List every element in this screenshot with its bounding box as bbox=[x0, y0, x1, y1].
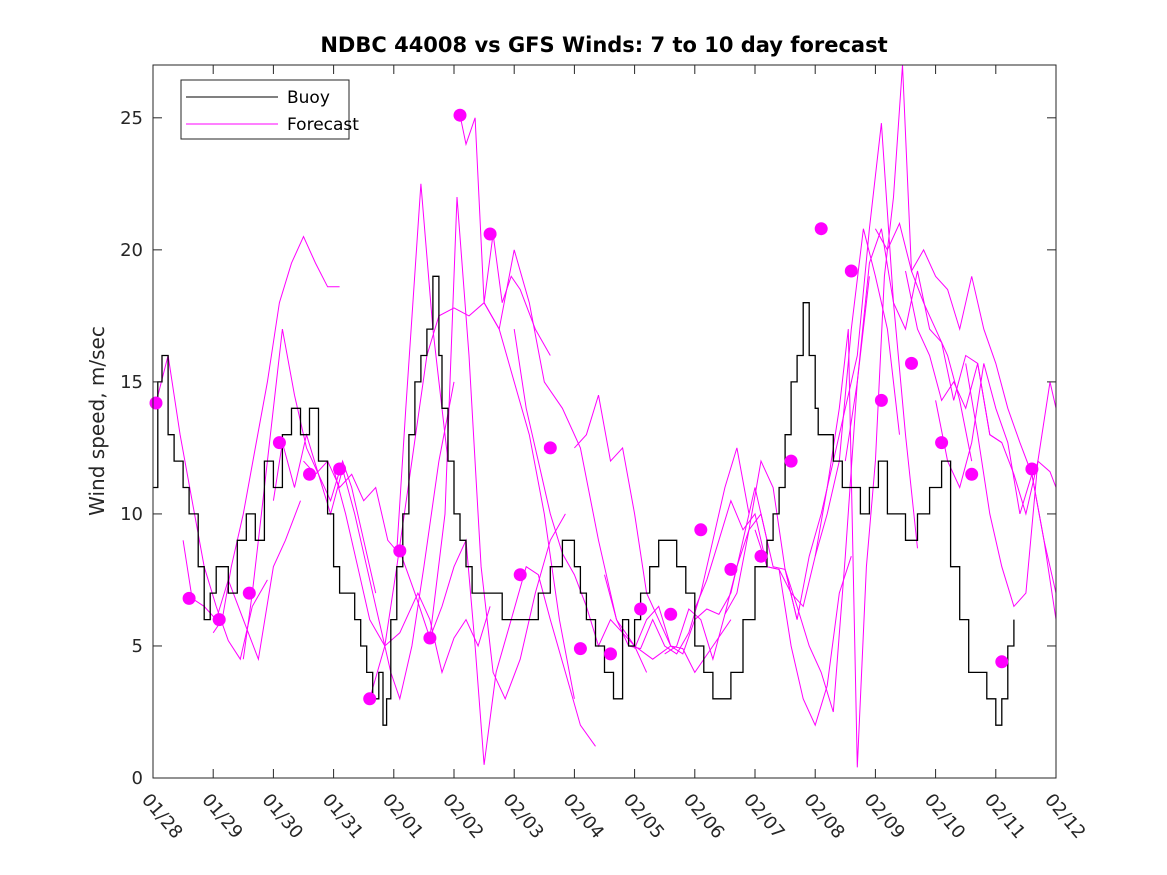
forecast-marker bbox=[149, 396, 163, 410]
forecast-marker bbox=[513, 568, 527, 582]
forecast-marker bbox=[333, 462, 347, 476]
forecast-marker bbox=[242, 586, 256, 600]
chart-title: NDBC 44008 vs GFS Winds: 7 to 10 day for… bbox=[320, 33, 887, 57]
forecast-line-16 bbox=[634, 487, 768, 655]
forecast-marker bbox=[634, 602, 648, 616]
axes-box bbox=[152, 64, 1057, 779]
y-tick-label: 5 bbox=[132, 636, 143, 657]
forecast-marker bbox=[604, 647, 617, 661]
y-tick-label: 20 bbox=[120, 240, 143, 261]
forecast-line-19 bbox=[724, 276, 870, 713]
forecast-line-24 bbox=[874, 221, 1056, 594]
legend: Buoy Forecast bbox=[180, 79, 359, 140]
forecast-marker bbox=[1025, 462, 1039, 476]
forecast-marker bbox=[272, 436, 286, 450]
forecast-line-26 bbox=[935, 363, 1056, 620]
forecast-line-20 bbox=[754, 228, 900, 608]
forecast-marker bbox=[874, 393, 888, 407]
forecast-marker bbox=[844, 264, 858, 278]
forecast-line-21 bbox=[784, 123, 918, 620]
series-layer bbox=[153, 65, 1056, 768]
forecast-marker bbox=[965, 467, 979, 481]
forecast-line-27 bbox=[965, 363, 1056, 608]
forecast-marker bbox=[784, 454, 798, 468]
forecast-marker bbox=[995, 655, 1009, 669]
legend-forecast-label: Forecast bbox=[287, 115, 359, 135]
y-tick-label: 15 bbox=[120, 372, 143, 393]
forecast-line-10 bbox=[429, 538, 596, 765]
forecast-line-5 bbox=[272, 381, 455, 701]
forecast-line-8 bbox=[369, 301, 575, 699]
y-axis-label: Wind speed, m/sec bbox=[85, 326, 109, 516]
forecast-marker bbox=[814, 222, 828, 236]
forecast-marker bbox=[303, 467, 316, 481]
forecast-marker bbox=[724, 562, 738, 576]
forecast-marker bbox=[754, 549, 768, 563]
forecast-marker bbox=[212, 613, 226, 627]
forecast-marker bbox=[543, 441, 557, 455]
forecast-marker bbox=[664, 607, 678, 621]
forecast-line-3 bbox=[212, 235, 340, 634]
forecast-line-4 bbox=[242, 329, 377, 660]
forecast-marker bbox=[483, 227, 497, 241]
forecast-marker bbox=[453, 108, 467, 122]
forecast-marker bbox=[363, 692, 377, 706]
forecast-marker bbox=[694, 523, 708, 537]
forecast-line-2 bbox=[182, 500, 301, 662]
legend-buoy-label: Buoy bbox=[287, 88, 330, 108]
forecast-marker bbox=[423, 631, 437, 645]
forecast-line-11 bbox=[459, 115, 551, 356]
legend-box bbox=[180, 79, 350, 140]
forecast-marker bbox=[573, 642, 587, 656]
forecast-line-17 bbox=[664, 512, 798, 662]
forecast-marker bbox=[935, 436, 949, 450]
forecast-line-7 bbox=[333, 468, 491, 675]
y-tick-label: 0 bbox=[132, 768, 143, 789]
forecast-marker bbox=[905, 356, 918, 370]
forecast-marker bbox=[182, 591, 196, 605]
forecast-marker bbox=[393, 544, 407, 558]
forecast-line-1 bbox=[155, 355, 268, 661]
forecast-line-23 bbox=[844, 228, 1003, 462]
marker-layer bbox=[149, 108, 1039, 706]
y-tick-label: 25 bbox=[120, 108, 143, 129]
y-tick-label: 10 bbox=[120, 504, 143, 525]
